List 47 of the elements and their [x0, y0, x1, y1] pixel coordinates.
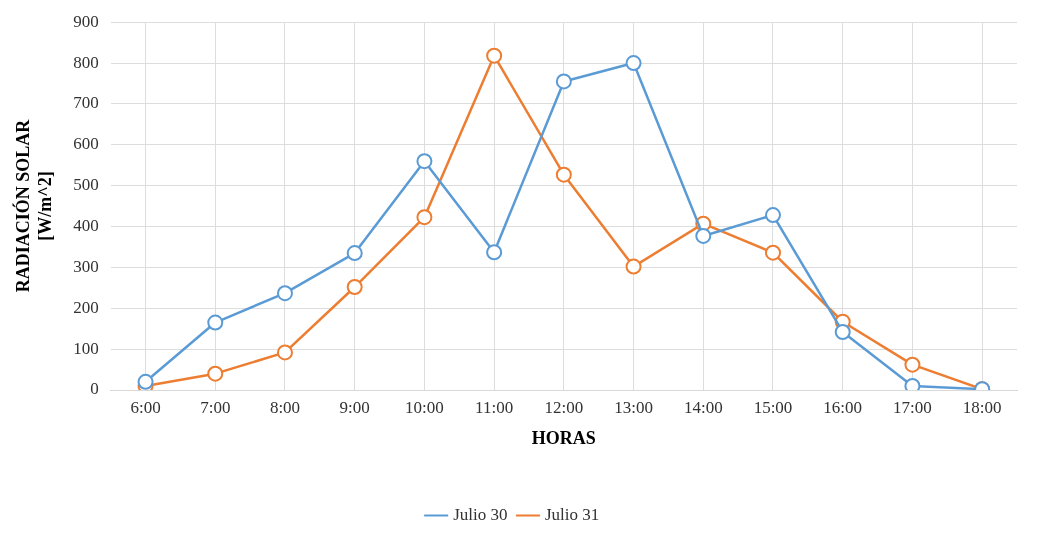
y-tick-label: 300 — [73, 256, 99, 276]
point — [904, 356, 921, 373]
x-tick-label: 10:00 — [405, 397, 444, 417]
point — [765, 244, 781, 261]
y-tick-label: 600 — [73, 134, 99, 154]
point — [555, 73, 572, 90]
y-tick-label: 400 — [73, 216, 99, 235]
x-tick-label: 7:00 — [200, 397, 231, 417]
y-tick-label: 500 — [73, 175, 99, 195]
y-tick-label: 100 — [73, 338, 99, 358]
x-tick-label: 12:00 — [544, 397, 584, 417]
point — [625, 55, 642, 72]
x-tick-label: 17:00 — [893, 397, 932, 417]
point — [486, 47, 503, 64]
x-axis-title: HORAS — [531, 427, 596, 448]
x-tick-label: 8:00 — [269, 397, 301, 417]
x-tick-label: 18:00 — [962, 397, 1002, 417]
point — [346, 279, 363, 296]
x-tick-label: 15:00 — [753, 397, 793, 417]
point — [555, 166, 572, 183]
point — [765, 207, 781, 224]
point — [695, 227, 712, 244]
point — [834, 323, 851, 340]
x-tick-label: 16:00 — [823, 397, 863, 417]
x-tick-label: 6:00 — [130, 397, 161, 417]
point — [346, 245, 363, 262]
point — [137, 373, 154, 390]
legend-label: Julio 31 — [545, 504, 600, 524]
x-tick-label: 14:00 — [683, 397, 723, 417]
point — [486, 244, 503, 261]
point — [625, 258, 642, 275]
y-tick-label: 0 — [90, 379, 99, 399]
point — [207, 314, 224, 331]
legend-label: Julio 30 — [453, 504, 508, 524]
point — [207, 365, 224, 382]
y-axis-title: RADIACIÓN SOLAR [W/m^2] — [12, 118, 56, 293]
point — [416, 209, 433, 226]
x-tick-label: 9:00 — [339, 397, 370, 417]
x-tick-label: 11:00 — [475, 397, 514, 417]
y-tick-label: 200 — [73, 297, 99, 317]
y-tick-label: 700 — [73, 93, 99, 113]
point — [416, 153, 433, 170]
y-tick-label: 800 — [73, 52, 99, 72]
x-tick-label: 13:00 — [614, 397, 653, 417]
point — [276, 285, 293, 302]
y-tick-label: 900 — [73, 11, 99, 31]
point — [276, 344, 293, 361]
